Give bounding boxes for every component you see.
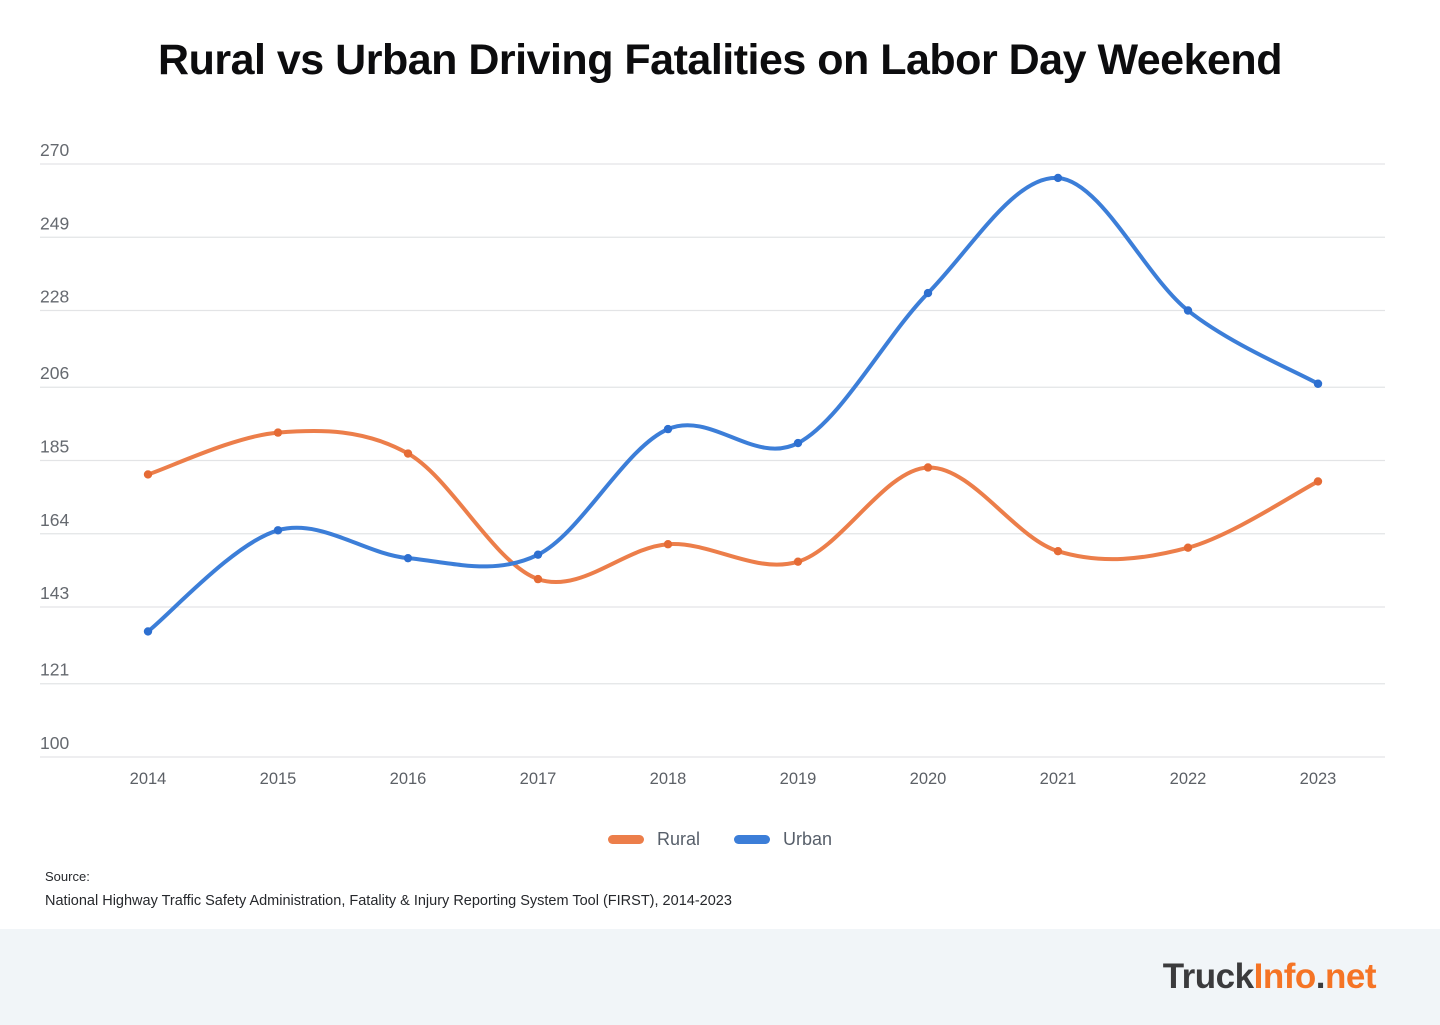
data-point-urban-2021 (1053, 173, 1063, 183)
data-point-urban-2023 (1313, 379, 1323, 388)
legend-swatch-rural (607, 835, 644, 844)
legend-item-urban: Urban (733, 829, 833, 850)
logo-part-3: net (1325, 957, 1377, 996)
y-tick-label-228: 228 (40, 287, 69, 307)
x-tick-label-2016: 2016 (390, 770, 427, 788)
y-tick-label-143: 143 (40, 583, 69, 603)
x-tick-label-2022: 2022 (1170, 770, 1207, 788)
y-tick-label-100: 100 (40, 733, 69, 753)
legend-label-rural: Rural (656, 829, 700, 849)
y-tick-label-185: 185 (40, 437, 69, 457)
logo-part-2: . (1315, 957, 1326, 996)
footer-band: Truck Info. net (0, 929, 1440, 1025)
source-block: Source: National Highway Traffic Safety … (45, 869, 732, 909)
data-point-urban-2019 (793, 438, 803, 448)
data-point-rural-2021 (1053, 546, 1063, 556)
y-tick-label-121: 121 (40, 660, 69, 680)
data-point-urban-2020 (923, 288, 933, 298)
data-point-rural-2022 (1183, 543, 1193, 552)
series-line-rural (146, 428, 1320, 585)
chart-legend: Rural Urban (0, 829, 1440, 850)
data-point-rural-2014 (143, 470, 153, 479)
y-tick-label-206: 206 (40, 363, 69, 383)
data-point-rural-2019 (793, 557, 803, 566)
source-label: Source: (45, 869, 90, 884)
x-tick-label-2023: 2023 (1300, 770, 1337, 788)
x-tick-label-2019: 2019 (780, 770, 817, 788)
data-point-urban-2017 (533, 550, 543, 559)
fatalities-line-chart: 270 249 228 206 185 164 143 121 100 2014 2015 2016 2… (40, 140, 1385, 788)
data-point-rural-2020 (923, 463, 933, 472)
data-point-rural-2017 (533, 574, 543, 584)
data-point-urban-2015 (273, 526, 283, 535)
data-point-urban-2016 (403, 553, 413, 563)
legend-label-urban: Urban (782, 829, 833, 849)
data-point-urban-2018 (663, 424, 673, 434)
x-tick-label-2020: 2020 (910, 770, 947, 788)
series-line-urban (146, 175, 1320, 634)
data-point-rural-2018 (663, 540, 673, 549)
chart-title: Rural vs Urban Driving Fatalities on Lab… (158, 36, 1282, 84)
x-tick-label-2015: 2015 (260, 770, 297, 788)
data-point-rural-2016 (403, 449, 413, 458)
legend-swatch-urban (733, 835, 770, 844)
x-tick-label-2018: 2018 (650, 770, 687, 788)
data-point-urban-2022 (1183, 306, 1193, 315)
y-tick-label-270: 270 (40, 140, 69, 160)
data-point-urban-2014 (143, 627, 153, 636)
legend-item-rural: Rural (607, 829, 700, 850)
logo-part-1: Info (1253, 957, 1317, 996)
truckinfo-logo: Truck Info. net (1162, 929, 1377, 1025)
x-tick-label-2014: 2014 (130, 770, 167, 788)
source-text: National Highway Traffic Safety Administ… (45, 893, 732, 909)
x-tick-label-2021: 2021 (1040, 770, 1077, 788)
logo-part-0: Truck (1162, 957, 1254, 996)
y-tick-label-249: 249 (40, 213, 69, 233)
data-point-rural-2015 (273, 428, 283, 437)
y-tick-label-164: 164 (40, 510, 69, 530)
x-tick-label-2017: 2017 (520, 770, 557, 788)
data-point-rural-2023 (1313, 477, 1323, 486)
